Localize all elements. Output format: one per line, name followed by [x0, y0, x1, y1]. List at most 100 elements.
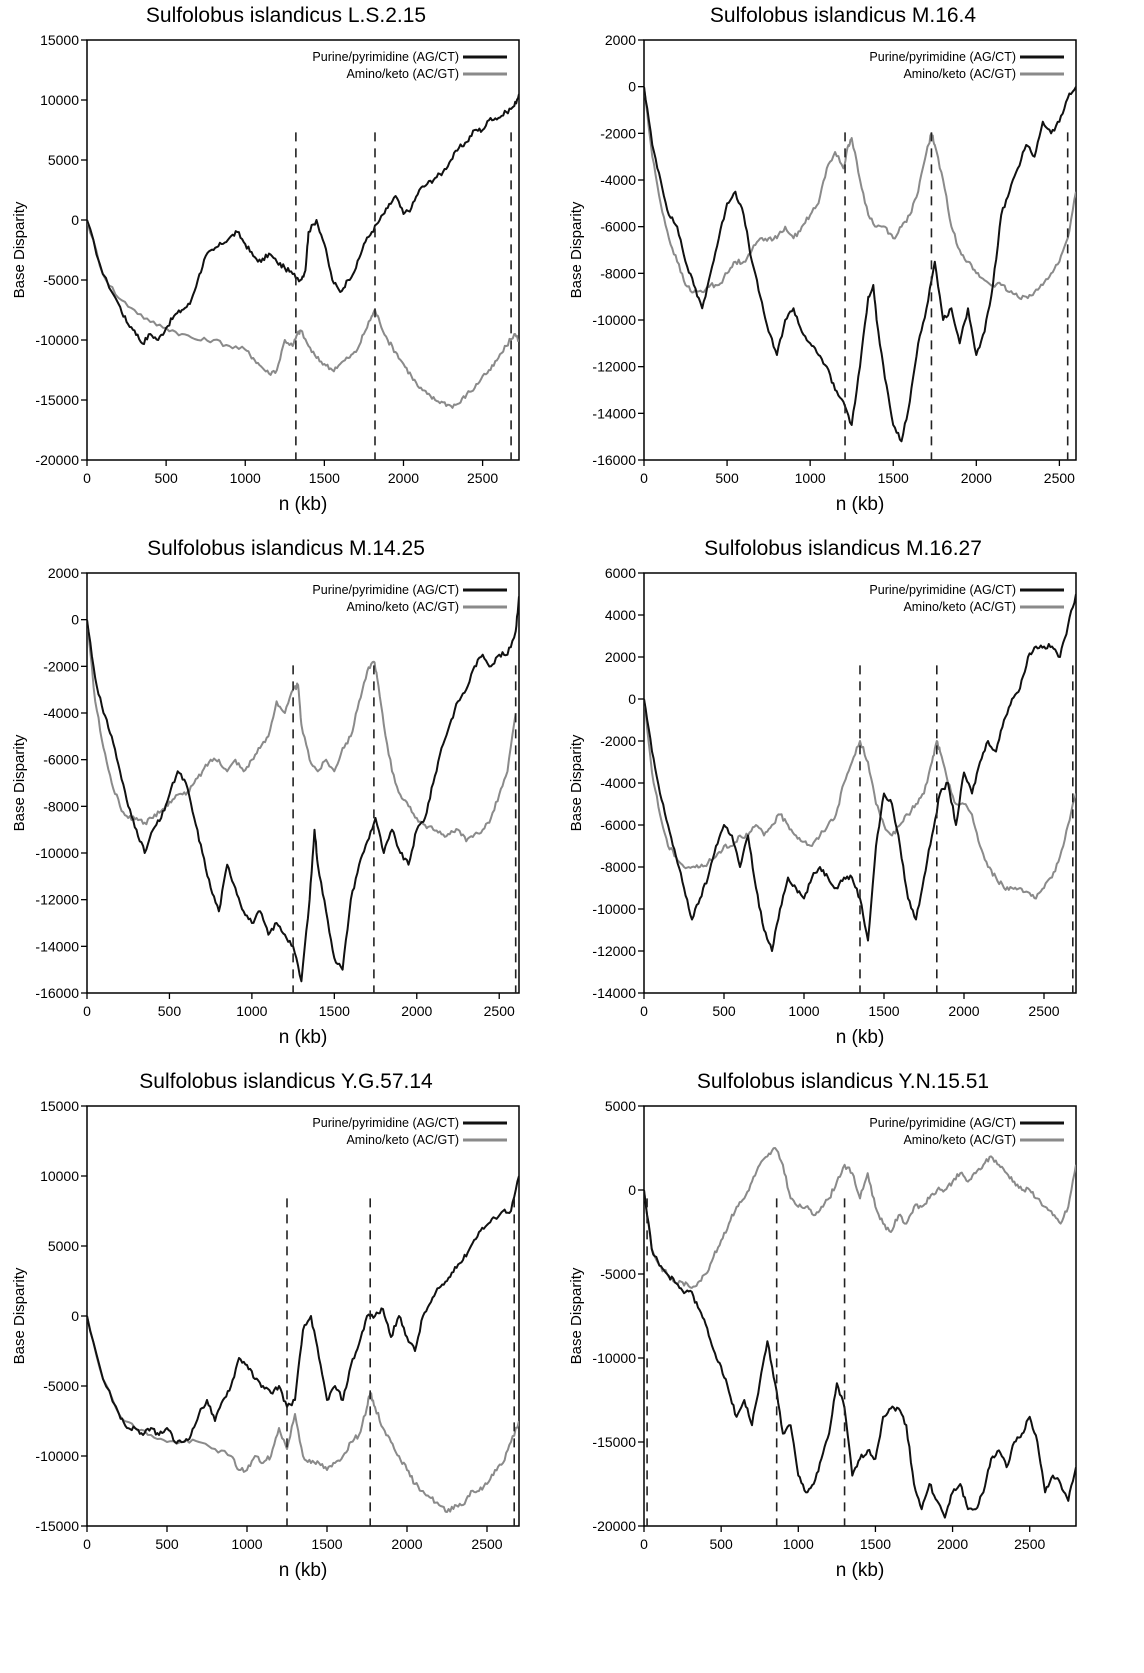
plot-frame — [86, 572, 520, 994]
x-tick-label: 1000 — [788, 1003, 819, 1019]
x-axis-label: n (kb) — [279, 494, 328, 515]
legend-label: Purine/pyrimidine (AG/CT) — [312, 50, 459, 64]
plot-area — [644, 593, 1076, 993]
x-tick-label: 2000 — [948, 1003, 979, 1019]
series-line-purine-pyrimidine — [644, 1189, 1076, 1519]
y-tick-label: -10000 — [592, 1350, 636, 1366]
y-tick-label: 5000 — [605, 1098, 636, 1114]
chart-svg: -20000 -15000 -10000 -5000 0 5000 10000 15000 0 5… — [11, 32, 520, 515]
y-tick-label: -10000 — [35, 332, 79, 348]
x-tick-label: 0 — [83, 470, 91, 486]
y-tick-label: -6000 — [43, 752, 79, 768]
x-axis-label: n (kb) — [836, 494, 885, 515]
y-tick-label: -5000 — [600, 1266, 636, 1282]
plot-area — [644, 1147, 1076, 1526]
x-tick-label: 2500 — [1044, 470, 1075, 486]
y-tick-label: -8000 — [43, 798, 79, 814]
chart-panel-4: Sulfolobus islandicus M.16.27 -14000 -120… — [557, 533, 1129, 1090]
x-tick-label: 2500 — [1028, 1003, 1059, 1019]
x-tick-label: 0 — [83, 1536, 91, 1552]
y-tick-label: 5000 — [48, 1238, 79, 1254]
chart-title: Sulfolobus islandicus M.16.4 — [709, 4, 977, 27]
y-tick-label: -14000 — [592, 405, 636, 421]
y-tick-label: 5000 — [48, 152, 79, 168]
y-tick-label: 0 — [71, 612, 79, 628]
y-axis-label: Base Disparity — [11, 734, 28, 831]
y-tick-label: 0 — [628, 1182, 636, 1198]
y-tick-label: -10000 — [35, 1448, 79, 1464]
plot-frame — [643, 1105, 1077, 1527]
x-tick-label: 1000 — [230, 470, 261, 486]
y-tick-label: 2000 — [605, 649, 636, 665]
x-tick-label: 0 — [640, 1536, 648, 1552]
legend-label: Purine/pyrimidine (AG/CT) — [312, 1116, 459, 1130]
x-tick-label: 2500 — [484, 1003, 515, 1019]
legend-label: Amino/keto (AC/GT) — [903, 1133, 1016, 1147]
x-tick-label: 500 — [155, 1536, 179, 1552]
plot-area — [644, 86, 1076, 460]
x-tick-label: 1000 — [783, 1536, 814, 1552]
x-tick-label: 2000 — [937, 1536, 968, 1552]
chart-svg: -15000 -10000 -5000 0 5000 10000 15000 0 500 1000… — [11, 1098, 520, 1581]
y-axis-label: Base Disparity — [11, 1267, 28, 1364]
x-tick-label: 0 — [83, 1003, 91, 1019]
series-line-amino-keto — [87, 219, 519, 409]
x-tick-label: 1500 — [860, 1536, 891, 1552]
series-line-amino-keto — [644, 698, 1076, 900]
y-axis-label: Base Disparity — [11, 201, 28, 298]
chart-svg: -16000 -14000 -12000 -10000 -8000 -6000 -4000 -… — [568, 32, 1077, 515]
legend-label: Purine/pyrimidine (AG/CT) — [869, 1116, 1016, 1130]
y-tick-label: 0 — [71, 212, 79, 228]
x-tick-label: 2500 — [471, 1536, 502, 1552]
y-tick-label: 15000 — [40, 1098, 79, 1114]
series-line-amino-keto — [644, 1147, 1076, 1289]
series-line-purine-pyrimidine — [87, 596, 519, 983]
y-axis-label: Base Disparity — [568, 734, 585, 831]
y-tick-label: -4000 — [600, 775, 636, 791]
x-tick-label: 1000 — [231, 1536, 262, 1552]
x-tick-label: 0 — [640, 470, 648, 486]
y-tick-label: -15000 — [35, 392, 79, 408]
x-axis-label: n (kb) — [836, 1560, 885, 1581]
y-tick-label: 2000 — [48, 565, 79, 581]
chart-svg: -14000 -12000 -10000 -8000 -6000 -4000 -2000 0 2… — [568, 565, 1077, 1048]
y-tick-label: 10000 — [40, 1168, 79, 1184]
chart-title: Sulfolobus islandicus M.14.25 — [147, 537, 425, 560]
chart-title: Sulfolobus islandicus M.16.27 — [704, 537, 982, 560]
x-tick-label: 1000 — [236, 1003, 267, 1019]
chart-panel-5: Sulfolobus islandicus Y.G.57.14 -15000 -1… — [0, 1066, 572, 1623]
y-axis-label: Base Disparity — [568, 1267, 585, 1364]
series-line-purine-pyrimidine — [87, 93, 519, 346]
y-tick-label: -14000 — [592, 985, 636, 1001]
y-tick-label: -20000 — [35, 452, 79, 468]
y-tick-label: -2000 — [600, 733, 636, 749]
legend-label: Amino/keto (AC/GT) — [903, 67, 1016, 81]
legend-label: Purine/pyrimidine (AG/CT) — [312, 583, 459, 597]
x-tick-label: 0 — [640, 1003, 648, 1019]
plot-area — [87, 1175, 519, 1526]
legend-label: Amino/keto (AC/GT) — [903, 600, 1016, 614]
series-line-purine-pyrimidine — [644, 86, 1076, 443]
x-tick-label: 2000 — [961, 470, 992, 486]
x-tick-label: 1500 — [868, 1003, 899, 1019]
series-line-amino-keto — [644, 86, 1076, 301]
plot-frame — [86, 1105, 520, 1527]
series-line-amino-keto — [87, 1315, 519, 1513]
x-tick-label: 500 — [715, 470, 739, 486]
chart-panel-3: Sulfolobus islandicus M.14.25 -16000 -140… — [0, 533, 572, 1090]
chart-title: Sulfolobus islandicus L.S.2.15 — [145, 4, 427, 27]
legend-label: Amino/keto (AC/GT) — [346, 67, 459, 81]
y-tick-label: -15000 — [592, 1434, 636, 1450]
y-tick-label: -15000 — [35, 1518, 79, 1534]
y-tick-label: -5000 — [43, 272, 79, 288]
series-line-purine-pyrimidine — [644, 593, 1076, 952]
x-tick-label: 1500 — [309, 470, 340, 486]
x-tick-label: 1000 — [795, 470, 826, 486]
x-tick-label: 500 — [709, 1536, 733, 1552]
x-axis-label: n (kb) — [279, 1560, 328, 1581]
x-axis-label: n (kb) — [836, 1027, 885, 1048]
x-tick-label: 2000 — [391, 1536, 422, 1552]
y-tick-label: 0 — [71, 1308, 79, 1324]
series-line-purine-pyrimidine — [87, 1175, 519, 1445]
x-axis-label: n (kb) — [279, 1027, 328, 1048]
